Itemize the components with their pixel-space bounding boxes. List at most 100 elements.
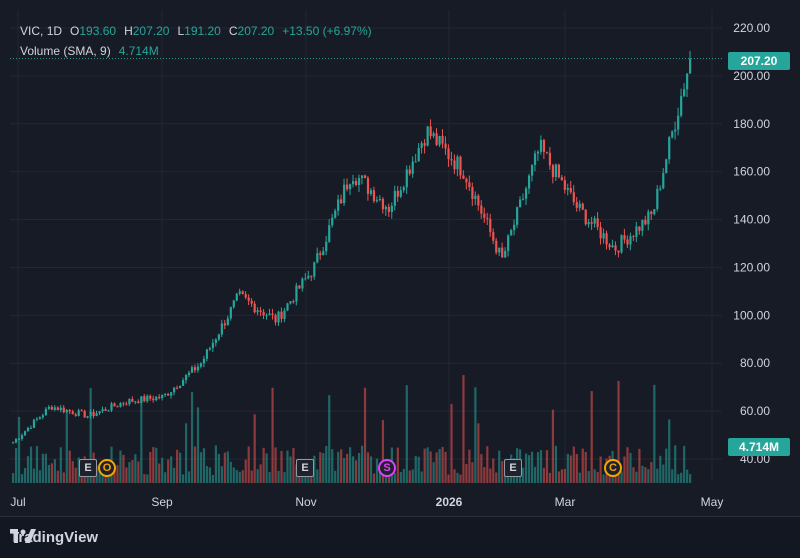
candle-body — [134, 401, 137, 403]
volume-bar — [316, 469, 319, 483]
volume-bar — [572, 446, 575, 483]
volume-bar — [524, 453, 528, 483]
volume-bar — [581, 448, 584, 483]
candle-body — [202, 358, 206, 364]
candle-body — [560, 177, 563, 181]
volume-bar — [328, 395, 331, 483]
close-label: C — [228, 24, 238, 38]
event-earnings-3[interactable]: E — [504, 459, 522, 477]
volume-bar — [29, 446, 33, 483]
price-chart-svg[interactable]: 220.00 200.00 180.00 160.00 140.00 120.00 100.… — [0, 0, 800, 516]
candle-body — [68, 409, 71, 412]
volume-bar — [539, 450, 543, 483]
candle-body — [235, 293, 238, 301]
candle-body — [301, 278, 304, 289]
candle-body — [593, 218, 596, 224]
candle-body — [110, 403, 113, 411]
candle-body — [167, 394, 170, 396]
volume-bar — [429, 451, 432, 483]
volume-bar — [32, 468, 36, 483]
candle-body — [659, 188, 662, 190]
candle-body — [408, 169, 411, 174]
candle-body — [620, 235, 623, 253]
candle-body — [32, 419, 36, 428]
volume-bar — [378, 467, 382, 483]
volume-bar — [420, 471, 423, 483]
volume-bar — [101, 470, 104, 483]
event-other-2[interactable]: C — [604, 459, 622, 477]
volume-bar — [623, 456, 626, 483]
volume-bar — [471, 462, 474, 483]
volume-bar — [545, 450, 549, 483]
candle-body — [295, 285, 298, 302]
volume-bar — [128, 462, 131, 483]
volume-bar — [468, 449, 471, 483]
volume-bar — [253, 414, 256, 483]
event-split[interactable]: S — [378, 459, 396, 477]
candle-body — [539, 139, 543, 152]
candle-body — [686, 73, 689, 90]
volume-bar — [65, 410, 68, 483]
candle-body — [152, 398, 155, 401]
volume-bar — [35, 446, 39, 483]
volume-bar — [402, 469, 405, 483]
event-other-1[interactable]: O — [98, 459, 116, 477]
candle-body — [220, 323, 223, 335]
event-earnings-2[interactable]: E — [296, 459, 314, 477]
candle-body — [447, 148, 450, 160]
candle-body — [340, 199, 343, 204]
volume-bar — [256, 469, 259, 483]
candle-body — [429, 126, 432, 137]
tradingview-icon — [10, 529, 36, 543]
volume-bar — [259, 464, 262, 483]
volume-bar — [399, 471, 402, 483]
volume-bar — [533, 466, 537, 483]
candle-body — [86, 416, 89, 418]
candle-body — [116, 406, 119, 408]
volume-bar — [313, 455, 316, 483]
candle-body — [241, 291, 244, 295]
volume-bar — [343, 458, 346, 483]
candle-body — [119, 403, 122, 407]
candle-body — [456, 156, 459, 170]
volume-bar — [360, 445, 364, 483]
candle-body — [271, 313, 274, 315]
volume-bar — [369, 456, 373, 483]
volume-bar — [17, 416, 21, 483]
x-tick-label: Sep — [151, 495, 173, 509]
event-earnings-1[interactable]: E — [79, 459, 97, 477]
candle-body — [480, 205, 483, 214]
x-tick-label: Nov — [295, 495, 316, 509]
volume-bar — [346, 453, 349, 483]
volume-bar — [77, 457, 80, 483]
volume-bar — [477, 423, 480, 483]
volume-bar — [14, 447, 18, 483]
volume-bar — [71, 461, 74, 483]
candle-body — [182, 380, 185, 386]
candle-body — [211, 342, 215, 349]
candle-body — [426, 126, 429, 146]
candle-body — [247, 297, 250, 301]
candle-body — [516, 207, 519, 225]
candle-body — [238, 291, 241, 294]
volume-bar — [441, 446, 444, 483]
volume-bar — [265, 453, 268, 483]
volume-bar — [492, 458, 495, 483]
candle-body — [542, 139, 546, 152]
x-tick-label: May — [701, 495, 724, 509]
candle-body — [205, 349, 209, 359]
candle-body — [569, 188, 572, 193]
candle-body — [650, 211, 653, 215]
tradingview-logo[interactable]: TradingView — [10, 529, 98, 546]
volume-bar — [352, 456, 355, 483]
candle-body — [53, 407, 56, 410]
candle-body — [277, 311, 280, 323]
candle-body — [193, 367, 197, 371]
last-price-tag: 207.20 — [728, 52, 790, 70]
volume-bar — [277, 470, 280, 483]
volume-bar — [381, 420, 385, 483]
candle-body — [104, 409, 107, 411]
candle-body — [375, 199, 379, 202]
volume-bar — [223, 452, 226, 483]
